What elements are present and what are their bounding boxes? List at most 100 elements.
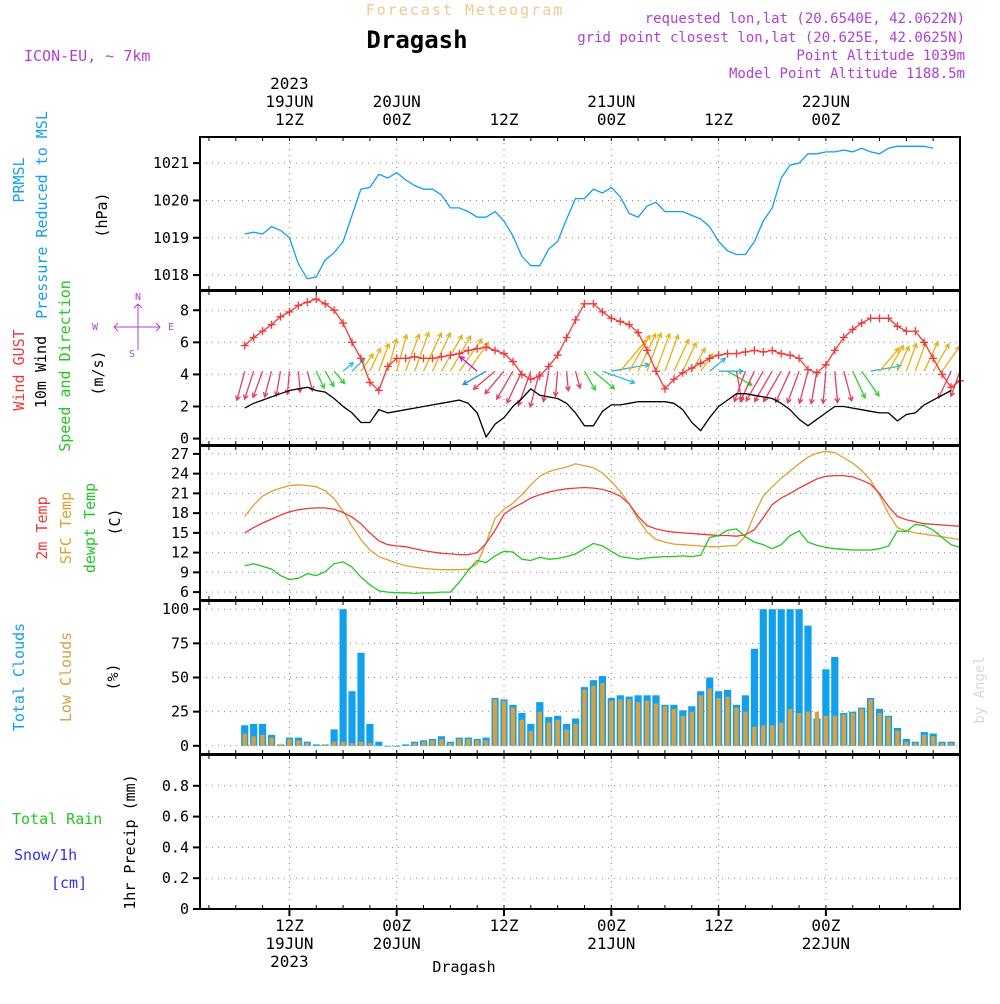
low-cloud-bar [680,715,685,746]
low-cloud-bar [761,725,766,746]
time-label-bottom: 19JUN [265,934,313,953]
low-cloud-bar [349,743,355,746]
wind-arrow [333,370,346,385]
low-cloud-bar [457,739,462,746]
low-cloud-bar [528,730,533,746]
wind-arrow [786,370,800,405]
panel-frame-pressure [199,136,961,291]
wind-arrow [315,370,326,390]
low-cloud-bar [707,688,712,746]
wind-arrow [763,370,782,403]
time-label-top: 22JUN [802,92,850,111]
total-cloud-bar [822,669,830,746]
y-tick-label-pressure: 1018 [153,266,189,284]
gust-marker [428,354,437,363]
footer-location: Dragash [432,958,495,976]
wind-arrow [422,331,443,372]
low-cloud-bar [573,723,578,746]
y-tick-label-precip: 0.2 [162,869,189,887]
time-label-bottom: 22JUN [802,934,850,953]
gust-marker [437,352,446,361]
gust-marker [312,295,321,304]
panel-border-precip [199,754,961,910]
gust-marker [750,346,759,355]
gust-marker [571,315,580,324]
wind-arrow [732,370,747,403]
gust-marker [920,338,929,347]
panel-border-wind [199,290,961,446]
snow-unit-label: [cm] [51,874,87,892]
low-cloud-bar [591,685,596,746]
low-cloud-bar [931,736,936,746]
gust-marker [660,384,669,393]
panel-frame-precip [199,754,961,910]
gust-marker [383,362,392,371]
gust-marker [294,301,303,310]
gust-marker [410,352,419,361]
low-cloud-bar [886,717,891,746]
total-cloud-bar [750,648,758,746]
gust-marker [929,354,938,363]
total-cloud-bar [366,723,374,746]
low-cloud-bar [913,743,918,746]
wind-arrow [413,331,431,372]
low-cloud-bar [269,737,274,746]
wind-arrow [709,357,727,372]
gust-marker [446,351,455,360]
low-cloud-bar [948,743,954,746]
low-cloud-bar [510,707,516,746]
compass-south: S [129,349,135,360]
y-tick-label-wind: 0 [180,430,189,448]
wind-arrow [506,370,523,405]
low-cloud-bar [430,740,435,746]
time-label-top: 00Z [811,110,840,129]
low-cloud-bar [439,739,444,746]
wind-arrow [396,333,409,372]
low-cloud-bar [421,741,426,746]
total-cloud-bar [348,691,356,746]
total-cloud-bar [759,609,767,746]
low-cloud-bar [868,699,873,746]
gust-marker [562,333,571,342]
gust-marker [249,333,258,342]
gust-marker [714,351,723,360]
gust-marker [643,346,652,355]
info-requested: requested lon,lat (20.6540E, 42.0622N) [645,11,965,27]
low-cloud-bar [814,711,820,746]
axis-label: (m/s) [89,350,107,395]
gust-marker [339,319,348,328]
total-cloud-bar [259,723,267,746]
wind-arrow [887,344,904,372]
time-label-top: 00Z [382,110,411,129]
gust-marker [669,375,678,384]
wind-arrow [834,371,841,404]
wind-arrow [360,352,374,372]
low-cloud-bar [296,740,301,746]
gust-marker [464,346,473,355]
wind-arrow [369,347,382,372]
wind-arrow [843,371,854,403]
wind-arrow [592,370,616,390]
low-cloud-bar [367,743,372,746]
low-cloud-bar [564,729,569,746]
temp-2m-line [244,474,961,556]
y-tick-label-precip: 0 [180,900,189,918]
low-cloud-bar [484,740,489,746]
time-label-top: 2023 [270,74,309,93]
gust-marker [866,314,875,323]
wind-arrow [583,370,596,392]
wind-arrow [564,371,571,393]
gust-marker [330,306,339,315]
gust-marker [786,351,795,360]
gust-marker [589,299,598,308]
time-label-top: 21JUN [587,92,635,111]
gust-marker [455,349,464,358]
axis-label: dewpt Temp [81,483,99,573]
y-tick-label-temperature: 21 [171,484,189,502]
gust-marker [401,354,410,363]
info-point-altitude: Point Altitude 1039m [796,48,965,64]
time-label-bottom: 21JUN [587,934,635,953]
model-label: ICON-EU, ~ 7km [24,47,150,65]
compass-icon [113,303,161,350]
